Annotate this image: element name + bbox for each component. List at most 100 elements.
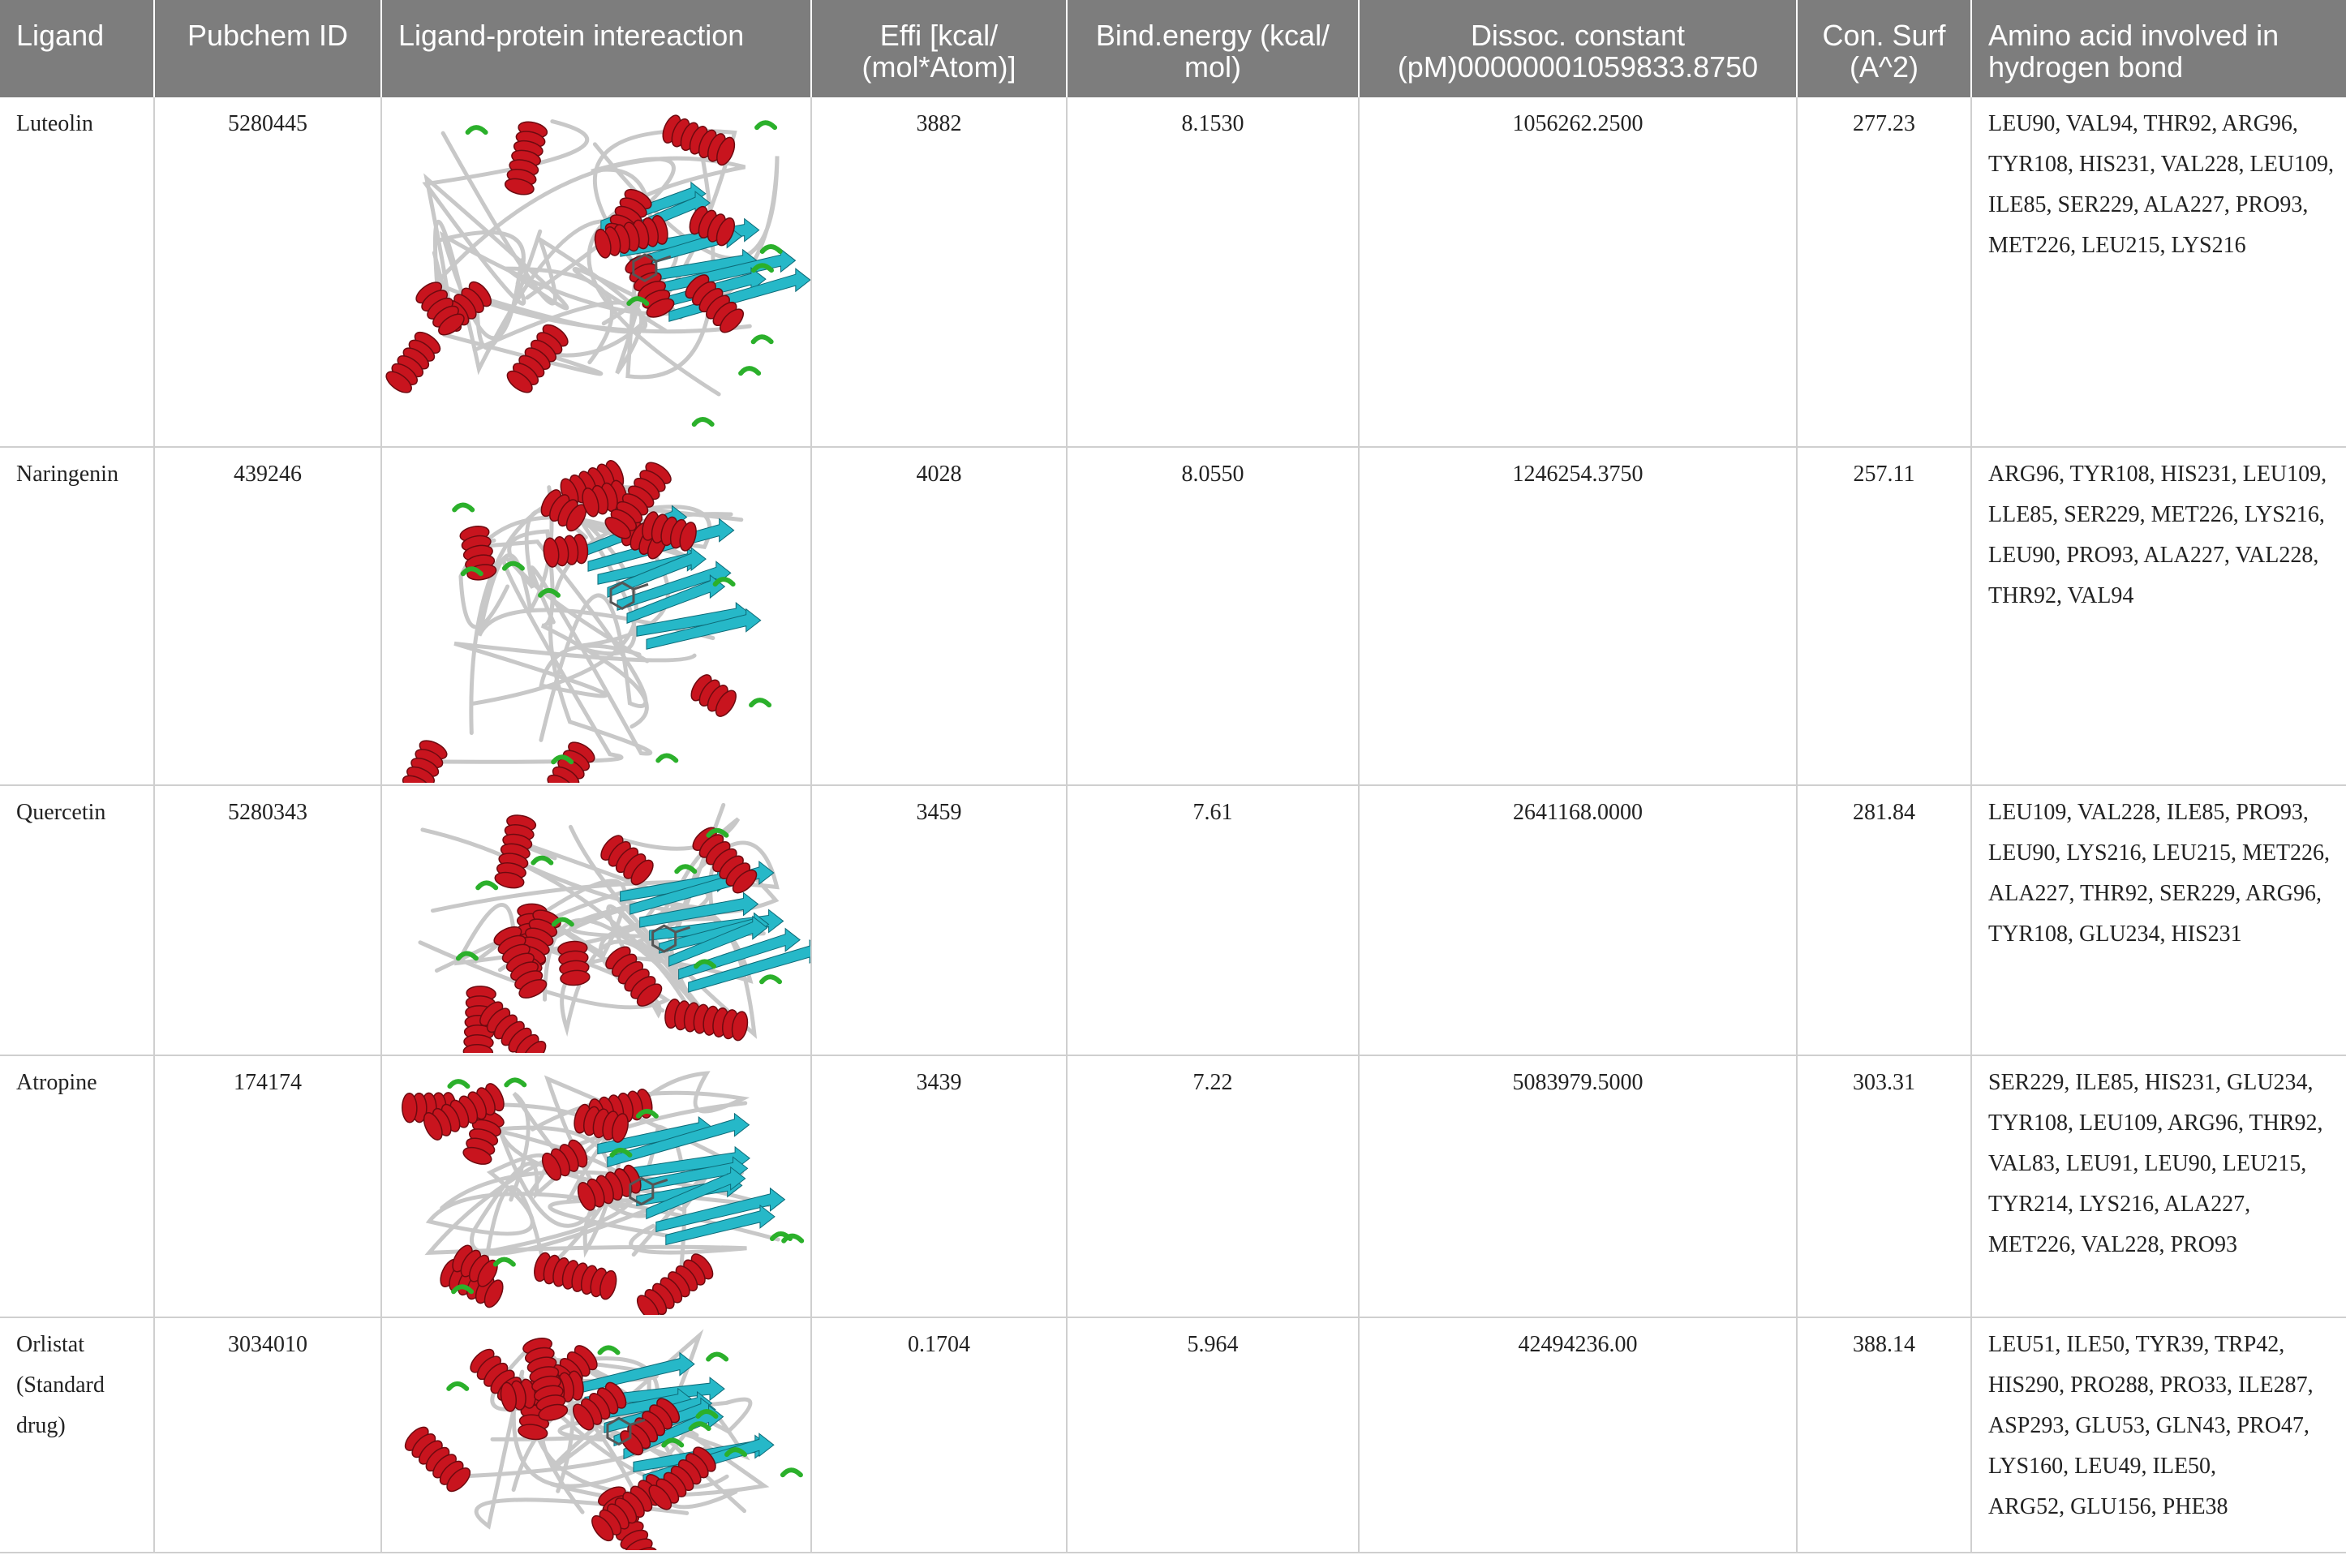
turn-segment [452, 502, 475, 513]
amino-acid-line: MET226, LEU215, LYS216 [1988, 233, 2246, 258]
amino-acid-line: LEU109, VAL228, ILE85, PRO93, [1988, 800, 2309, 825]
ligand-sticks [609, 581, 649, 611]
alpha-helix [415, 281, 465, 336]
effi-value: 3439 [916, 1070, 962, 1095]
amino-acid-line: LEU90, LYS216, LEU215, MET226, [1988, 840, 2331, 866]
beta-strand [626, 574, 726, 624]
pubchem-id: 439246 [234, 462, 302, 487]
ligand-name: drug) [16, 1413, 66, 1438]
bind-energy-value: 7.61 [1192, 800, 1233, 825]
alpha-helix [423, 1083, 505, 1141]
beta-strand [678, 927, 801, 980]
beta-strand [649, 909, 784, 941]
bind-energy-value: 7.22 [1192, 1070, 1233, 1095]
amino-acid-line: ARG52, GLU156, PHE38 [1988, 1494, 2228, 1519]
pubchem-id-cell: 3034010 [154, 1317, 382, 1553]
table-row: Orlistat (Standard drug) 3034010 0.1704 5.964… [0, 1317, 2346, 1553]
alpha-helix [402, 740, 448, 783]
structure-cell [381, 1317, 812, 1553]
alpha-helix [547, 741, 595, 783]
turn-segment [455, 951, 479, 961]
turn-segment [754, 120, 778, 131]
alpha-helix [642, 511, 697, 552]
alpha-helix [506, 324, 569, 393]
turn-segment [655, 753, 679, 763]
header-con-surf: Con. Surf (A^2) [1797, 0, 1972, 97]
header-effi: Effi [kcal/(mol*Atom)] [811, 0, 1068, 97]
structure-cell [381, 447, 812, 786]
amino-acid-line: TYR108, GLU234, HIS231 [1988, 921, 2242, 947]
structure-cell [381, 1055, 812, 1318]
beta-strand [607, 1112, 750, 1168]
protein-ribbon-structure-image [402, 460, 772, 783]
beta-strand [607, 547, 707, 599]
ligand-name: (Standard [16, 1373, 105, 1398]
amino-acid-line: ASP293, GLU53, GLN43, PRO47, [1988, 1413, 2309, 1438]
ligand-sticks [651, 924, 691, 953]
bind-energy-value: 8.1530 [1181, 111, 1244, 136]
alpha-helix [648, 1446, 716, 1510]
amino-acid-line: LEU90, VAL94, THR92, ARG96, [1988, 111, 2298, 136]
alpha-helix [522, 1338, 569, 1421]
alpha-helix [600, 835, 654, 886]
alpha-helix [636, 1253, 714, 1315]
pubchem-id-cell: 5280343 [154, 785, 382, 1056]
bind-energy-value: 5.964 [1187, 1332, 1239, 1357]
pubchem-id: 5280343 [228, 800, 307, 825]
header-amino-acids: Amino acid involved in hydrogen bond [1971, 0, 2346, 97]
effi-value: 4028 [916, 462, 962, 487]
alpha-helix [572, 1381, 627, 1431]
alpha-helix [404, 1426, 471, 1493]
pubchem-id-cell: 5280445 [154, 97, 382, 448]
pubchem-id: 5280445 [228, 111, 307, 136]
amino-acid-line: HIS290, PRO288, PRO33, ILE287, [1988, 1373, 2314, 1398]
turn-segment [609, 1147, 633, 1158]
turn-segment [531, 855, 554, 866]
table-body: Luteolin 5280445 3882 8.1530 1056262.2500 277… [0, 97, 2346, 1553]
turn-segment [451, 1284, 475, 1295]
amino-acids-cell: LEU109, VAL228, ILE85, PRO93, LEU90, LYS2… [1971, 785, 2346, 1056]
alpha-helix [385, 331, 441, 393]
con-surf-cell: 257.11 [1797, 447, 1972, 786]
turn-segment [661, 1437, 685, 1448]
turn-segment [688, 1421, 711, 1432]
alpha-helix [662, 114, 736, 166]
turn-segment [551, 917, 574, 927]
alpha-helix [605, 946, 663, 1007]
protein-ribbon-structure-image [385, 114, 810, 427]
dissoc-constant-value: 1246254.3750 [1512, 462, 1643, 487]
protein-ribbon-structure-image [404, 1329, 803, 1550]
effi-cell: 3439 [811, 1055, 1068, 1318]
header-row: Ligand Pubchem ID Ligand-protein interea… [0, 0, 2346, 97]
effi-value: 3882 [916, 111, 962, 136]
dissoc-constant-cell: 1056262.2500 [1359, 97, 1798, 448]
turn-segment [694, 959, 717, 969]
header-pubchem-id: Pubchem ID [154, 0, 382, 97]
turn-segment [538, 587, 561, 598]
amino-acid-line: TYR214, LYS216, ALA227, [1988, 1192, 2251, 1217]
alpha-helix [577, 1164, 642, 1211]
pubchem-id-cell: 174174 [154, 1055, 382, 1318]
amino-acid-line: THR92, VAL94 [1988, 583, 2134, 608]
ligand-name-cell: Quercetin [0, 785, 155, 1056]
turn-segment [759, 244, 783, 254]
amino-acid-line: MET226, VAL228, PRO93 [1988, 1232, 2238, 1257]
amino-acid-line: VAL83, LEU91, LEU90, LEU215, [1988, 1151, 2307, 1176]
dissoc-constant-cell: 2641168.0000 [1359, 785, 1798, 1056]
ligand-name-cell: Naringenin [0, 447, 155, 786]
alpha-helix [541, 1139, 588, 1181]
alpha-helix [462, 1110, 505, 1165]
turn-segment [597, 1345, 621, 1355]
protein-ribbon-structure-image [418, 802, 810, 1053]
bind-energy-cell: 7.22 [1067, 1055, 1360, 1318]
alpha-helix [452, 1244, 498, 1287]
alpha-helix [685, 274, 744, 333]
amino-acid-line: LYS160, LEU49, ILE50, [1988, 1454, 2217, 1479]
turn-segment [504, 1077, 527, 1088]
bind-energy-cell: 8.0550 [1067, 447, 1360, 786]
pubchem-id-cell: 439246 [154, 447, 382, 786]
turn-segment [724, 1447, 748, 1458]
beta-strand [646, 608, 762, 650]
turn-segment [475, 880, 499, 891]
